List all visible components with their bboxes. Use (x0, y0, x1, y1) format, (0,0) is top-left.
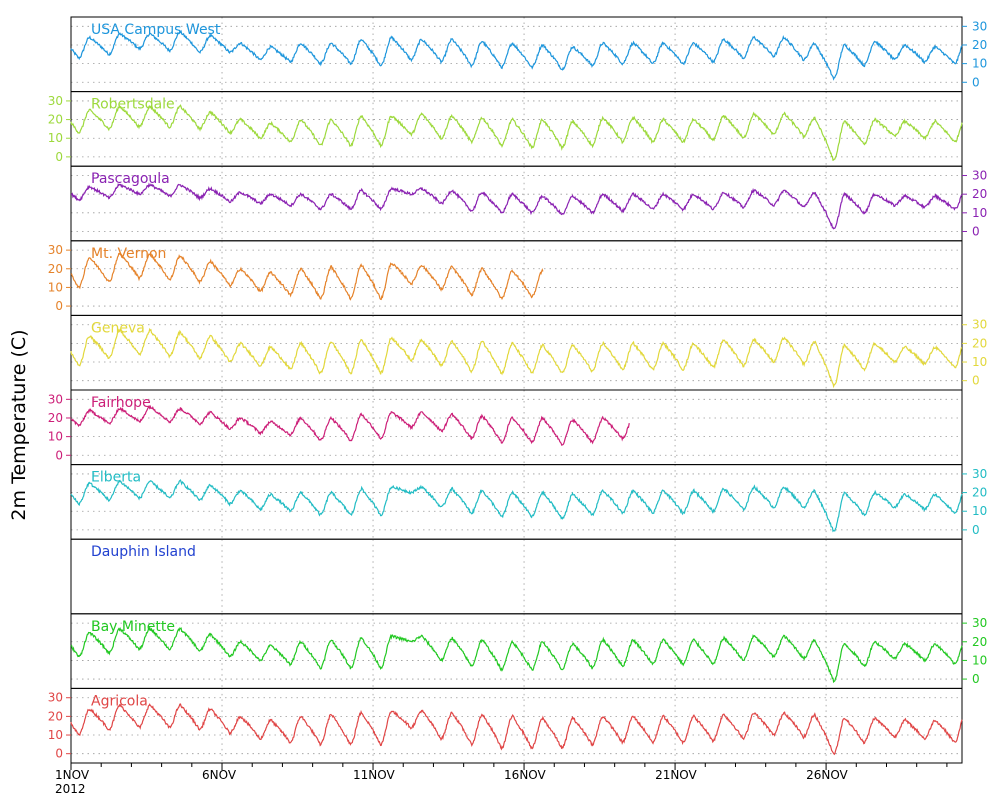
y-tick-label: 10 (972, 355, 987, 369)
series-line (70, 703, 963, 756)
station-label: Agricola (91, 693, 148, 709)
series-line (70, 29, 963, 81)
y-tick-label: 20 (972, 486, 987, 500)
y-tick-label: 20 (972, 635, 987, 649)
y-tick-label: 20 (48, 411, 63, 425)
panel-9: Bay Minette 0 10 20 30 (70, 613, 987, 689)
panel-1: USA Campus West 0 10 20 30 (70, 16, 987, 93)
y-tick-label: 0 (55, 747, 63, 761)
y-tick-label: 10 (972, 504, 987, 518)
panels-layer: USA Campus West 0 10 20 30 Robertsdale 0 10 20 30… (48, 16, 987, 764)
series-line (70, 479, 963, 533)
panel-6: Fairhope 0 10 20 30 (48, 389, 963, 466)
panel-frame (70, 464, 963, 540)
y-tick-label: 20 (48, 262, 63, 276)
y-tick-label: 0 (972, 523, 980, 537)
y-tick-label: 30 (972, 467, 987, 481)
panel-8: Dauphin Island (70, 538, 963, 615)
y-tick-label: 10 (48, 131, 63, 145)
y-tick-label: 0 (55, 299, 63, 313)
y-tick-label: 20 (48, 709, 63, 723)
y-tick-label: 30 (48, 94, 63, 108)
x-tick-year-label: 2012 (55, 782, 86, 796)
y-tick-label: 20 (48, 113, 63, 127)
x-tick-label: 1NOV (55, 768, 90, 782)
panel-frame (70, 240, 963, 316)
station-label: Dauphin Island (91, 544, 196, 560)
y-tick-label: 0 (972, 672, 980, 686)
panel-10: Agricola 0 10 20 30 (48, 687, 963, 764)
y-axis-label: 2m Temperature (C) (8, 329, 30, 520)
panel-3: Pascagoula 0 10 20 30 (70, 165, 987, 242)
x-tick-label: 16NOV (504, 768, 546, 782)
station-label: Fairhope (91, 395, 151, 411)
station-label: Elberta (91, 470, 141, 486)
y-tick-label: 10 (48, 280, 63, 294)
y-tick-label: 30 (48, 392, 63, 406)
x-tick-label: 26NOV (806, 768, 848, 782)
y-tick-label: 30 (972, 19, 987, 33)
y-tick-label: 30 (48, 691, 63, 705)
panel-2: Robertsdale 0 10 20 30 (48, 91, 963, 167)
station-label: Pascagoula (91, 171, 170, 187)
series-line (70, 404, 631, 447)
panel-frame (70, 165, 963, 242)
panel-frame (70, 687, 963, 764)
y-tick-label: 30 (972, 318, 987, 332)
y-tick-label: 10 (48, 728, 63, 742)
x-tick-label: 11NOV (353, 768, 395, 782)
series-line (70, 104, 963, 161)
station-label: Robertsdale (91, 97, 175, 113)
y-tick-label: 30 (48, 243, 63, 257)
station-label: Geneva (91, 320, 145, 336)
y-tick-label: 20 (972, 187, 987, 201)
station-label: USA Campus West (91, 22, 221, 38)
series-line (70, 182, 963, 230)
panel-frame (70, 314, 963, 391)
y-tick-label: 30 (972, 616, 987, 630)
panel-frame (70, 613, 963, 689)
y-tick-label: 0 (972, 374, 980, 388)
y-tick-label: 10 (48, 430, 63, 444)
station-label: Bay Minette (91, 619, 175, 635)
panel-frame (70, 91, 963, 167)
y-tick-label: 0 (972, 75, 980, 89)
y-tick-label: 10 (972, 57, 987, 71)
series-line (70, 626, 963, 684)
panel-5: Geneva 0 10 20 30 (70, 314, 987, 391)
x-tick-label: 6NOV (202, 768, 237, 782)
y-tick-label: 30 (972, 169, 987, 183)
x-tick-label: 21NOV (655, 768, 697, 782)
y-tick-label: 20 (972, 38, 987, 52)
y-tick-label: 0 (972, 224, 980, 238)
y-tick-label: 10 (972, 653, 987, 667)
series-line (70, 327, 963, 389)
panel-frame (70, 538, 963, 615)
panel-frame (70, 389, 963, 466)
y-tick-label: 0 (55, 448, 63, 462)
series-line (70, 252, 544, 301)
y-tick-label: 20 (972, 336, 987, 350)
y-tick-label: 0 (55, 150, 63, 164)
y-tick-label: 10 (972, 206, 987, 220)
panel-7: Elberta 0 10 20 30 (70, 464, 987, 540)
